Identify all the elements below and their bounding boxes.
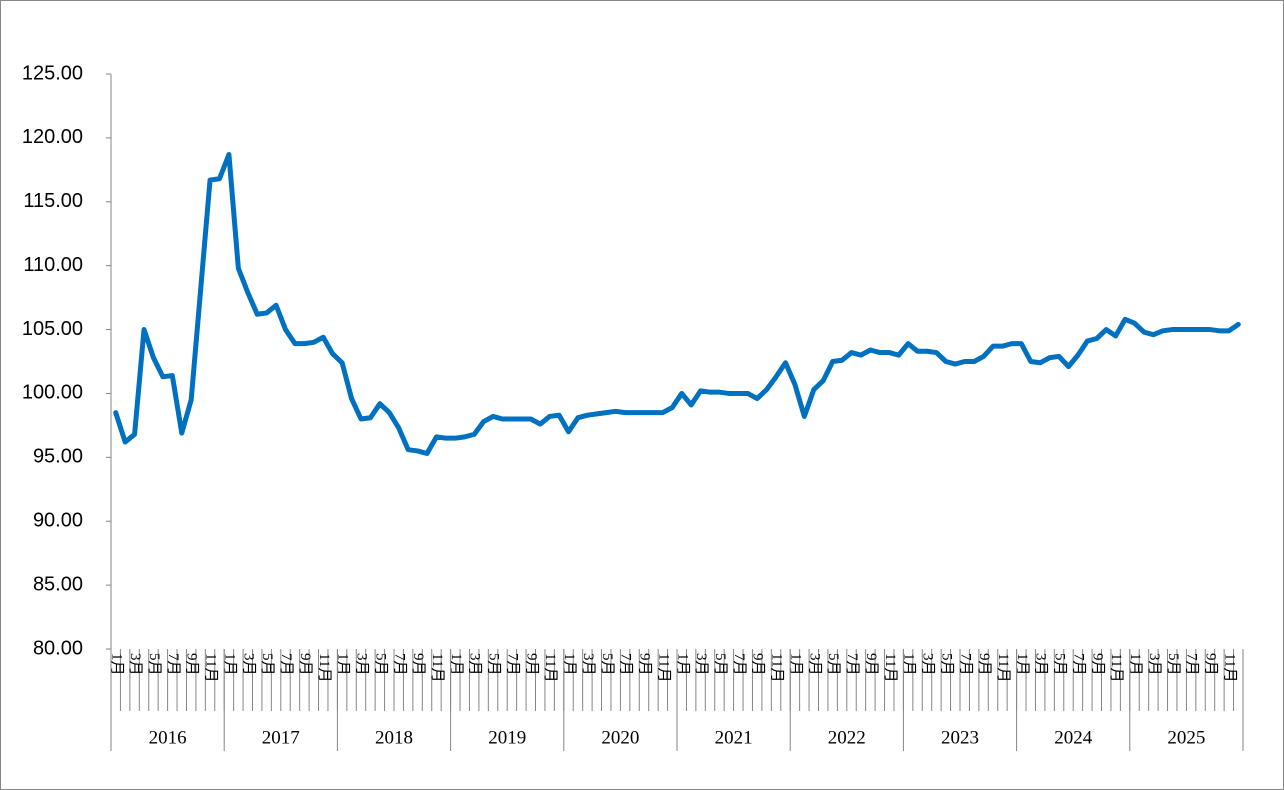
x-tick-label: 1月 <box>901 653 917 676</box>
x-tick-label: 1月 <box>787 653 803 676</box>
x-tick-label: 3月 <box>806 653 822 676</box>
x-tick-label: 1月 <box>1014 653 1030 676</box>
x-tick-label: 1月 <box>108 653 124 676</box>
x-tick-label: 1月 <box>674 653 690 676</box>
year-label: 2019 <box>488 727 526 748</box>
x-tick-label: 7月 <box>957 653 973 676</box>
x-tick-label: 11月 <box>203 653 219 682</box>
x-tick-label: 7月 <box>391 653 407 676</box>
x-tick-label: 7月 <box>278 653 294 676</box>
x-tick-label: 9月 <box>750 653 766 676</box>
x-tick-label: 1月 <box>448 653 464 676</box>
year-label: 2022 <box>828 727 866 748</box>
x-tick-label: 5月 <box>938 653 954 676</box>
y-tick-label: 80.00 <box>33 637 83 659</box>
year-label: 2016 <box>149 727 187 748</box>
x-tick-label: 7月 <box>504 653 520 676</box>
x-tick-label: 7月 <box>844 653 860 676</box>
y-tick-label: 95.00 <box>33 446 83 468</box>
x-tick-label: 5月 <box>146 653 162 676</box>
x-tick-label: 11月 <box>882 653 898 682</box>
x-tick-label: 11月 <box>316 653 332 682</box>
x-tick-label: 3月 <box>693 653 709 676</box>
x-tick-label: 5月 <box>1052 653 1068 676</box>
x-tick-label: 3月 <box>1146 653 1162 676</box>
x-tick-label: 1月 <box>335 653 351 676</box>
x-tick-label: 9月 <box>863 653 879 676</box>
x-tick-label: 3月 <box>240 653 256 676</box>
x-tick-label: 7月 <box>618 653 634 676</box>
x-tick-label: 9月 <box>1089 653 1105 676</box>
x-tick-label: 11月 <box>1221 653 1237 682</box>
x-tick-label: 7月 <box>1070 653 1086 676</box>
year-label: 2024 <box>1054 727 1093 748</box>
data-line <box>113 152 1241 456</box>
x-tick-label: 11月 <box>769 653 785 682</box>
y-tick-label: 100.00 <box>22 382 83 404</box>
year-label: 2017 <box>262 727 300 748</box>
y-tick-label: 85.00 <box>33 573 83 595</box>
year-label: 2018 <box>375 727 413 748</box>
x-tick-label: 5月 <box>372 653 388 676</box>
x-tick-label: 3月 <box>354 653 370 676</box>
x-tick-label: 5月 <box>259 653 275 676</box>
x-tick-label: 9月 <box>976 653 992 676</box>
x-tick-label: 3月 <box>467 653 483 676</box>
x-tick-label: 5月 <box>599 653 615 676</box>
x-tick-label: 11月 <box>542 653 558 682</box>
x-tick-label: 11月 <box>995 653 1011 682</box>
x-tick-label: 3月 <box>127 653 143 676</box>
x-tick-label: 11月 <box>1108 653 1124 682</box>
x-tick-label: 9月 <box>184 653 200 676</box>
x-tick-label: 5月 <box>712 653 728 676</box>
x-tick-label: 5月 <box>1165 653 1181 676</box>
x-tick-label: 9月 <box>523 653 539 676</box>
x-tick-label: 11月 <box>655 653 671 682</box>
x-tick-label: 5月 <box>486 653 502 676</box>
y-tick-label: 120.00 <box>22 126 83 148</box>
x-tick-label: 3月 <box>920 653 936 676</box>
x-tick-label: 1月 <box>1127 653 1143 676</box>
x-tick-label: 9月 <box>637 653 653 676</box>
year-label: 2025 <box>1167 727 1205 748</box>
y-tick-label: 110.00 <box>23 254 83 276</box>
y-tick-label: 125.00 <box>22 62 83 84</box>
x-tick-label: 7月 <box>165 653 181 676</box>
year-label: 2023 <box>941 727 979 748</box>
y-tick-label: 105.00 <box>22 318 83 340</box>
x-tick-label: 9月 <box>297 653 313 676</box>
x-tick-label: 7月 <box>1184 653 1200 676</box>
year-label: 2020 <box>601 727 639 748</box>
x-tick-label: 7月 <box>731 653 747 676</box>
x-tick-label: 1月 <box>221 653 237 676</box>
x-tick-label: 9月 <box>1203 653 1219 676</box>
x-tick-label: 9月 <box>410 653 426 676</box>
y-tick-label: 115.00 <box>23 190 83 212</box>
x-tick-label: 3月 <box>1033 653 1049 676</box>
x-tick-label: 1月 <box>561 653 577 676</box>
x-tick-label: 3月 <box>580 653 596 676</box>
y-tick-label: 90.00 <box>33 510 83 532</box>
x-tick-label: 11月 <box>429 653 445 682</box>
year-label: 2021 <box>715 727 753 748</box>
x-tick-label: 5月 <box>825 653 841 676</box>
